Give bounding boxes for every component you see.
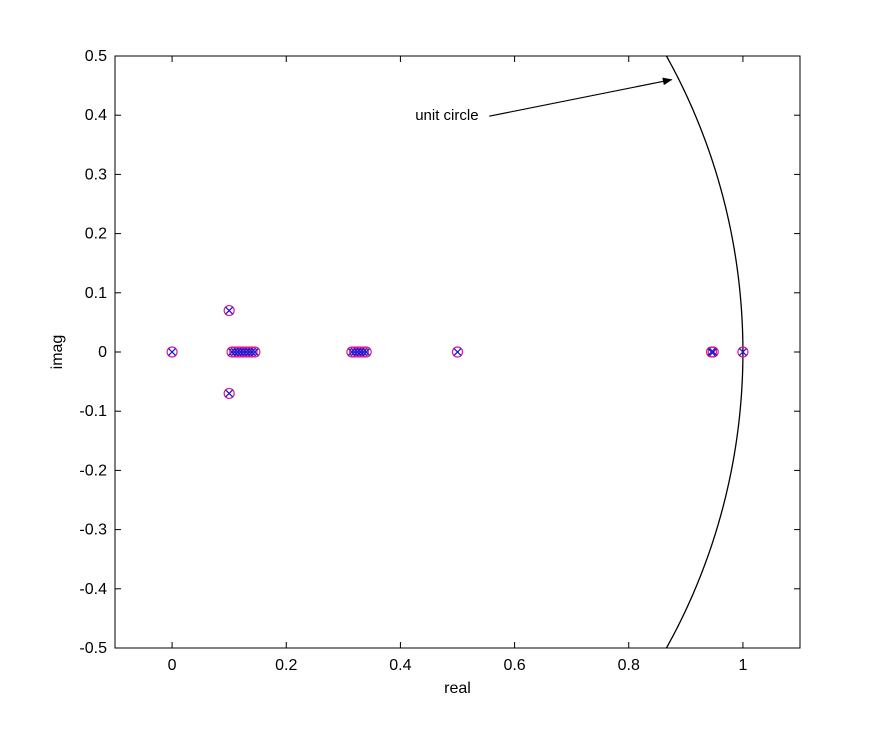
pole-marker: [250, 347, 259, 357]
x-tick-label: 0.8: [618, 657, 640, 674]
y-tick-label: -0.1: [79, 403, 107, 420]
x-axis-title: real: [444, 680, 471, 697]
pole-marker: [225, 389, 234, 398]
y-tick-label: -0.3: [79, 522, 107, 539]
zero-marker: [737, 346, 749, 358]
zero-marker: [166, 346, 178, 358]
pole-marker: [168, 347, 177, 357]
x-tick-label: 0: [168, 657, 177, 674]
pole-marker: [225, 306, 234, 315]
y-tick-label: 0.3: [85, 166, 107, 183]
y-tick-label: 0.1: [85, 285, 107, 302]
x-tick-label: 0.2: [275, 657, 297, 674]
annotation-arrow: [489, 77, 673, 117]
y-axis-title: imag: [49, 335, 66, 370]
axis-ticks: 0 0.2 0.4 0.6 0.8 1 0.5 0.4 0.3 0.2 0.1 0 -0.1 -0.2 -0…: [79, 48, 800, 674]
zero-marker: [223, 304, 235, 317]
pole-marker: [362, 347, 371, 357]
x-tick-label: 0.4: [389, 657, 411, 674]
y-tick-label: -0.5: [79, 640, 107, 657]
annotation-label: unit circle: [415, 107, 478, 124]
y-tick-label: 0.4: [85, 107, 107, 124]
x-tick-label: 1: [738, 657, 747, 674]
annotation-layer: unit circle: [415, 77, 673, 124]
y-tick-label: 0.2: [85, 226, 107, 243]
y-tick-label: 0: [98, 344, 107, 361]
pole-marker: [359, 347, 368, 357]
x-tick-label: 0.6: [503, 657, 525, 674]
markers-layer: [166, 304, 749, 400]
zero-marker: [451, 346, 464, 358]
pole-marker: [247, 347, 257, 357]
pole-marker: [738, 347, 747, 357]
pole-marker: [453, 347, 462, 357]
pole-marker: [709, 347, 718, 357]
zero-marker: [707, 346, 719, 358]
pole-marker: [707, 347, 716, 357]
y-tick-label: -0.4: [79, 581, 107, 598]
zero-marker: [223, 387, 235, 400]
y-tick-label: 0.5: [85, 48, 107, 65]
y-tick-label: -0.2: [79, 462, 107, 479]
